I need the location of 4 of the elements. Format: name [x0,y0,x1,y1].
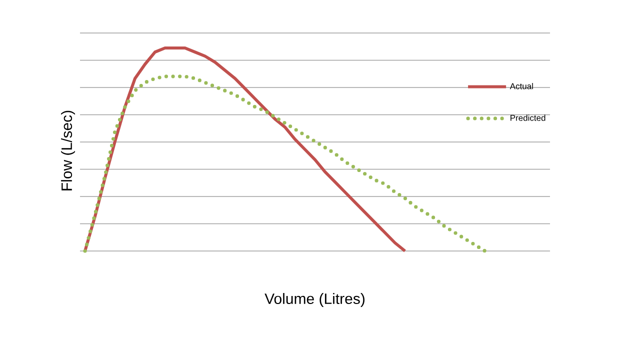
legend-label: Actual [510,82,533,90]
y-axis-title: Flow (L/sec) [61,110,76,190]
x-axis-title: Volume (Litres) [264,293,364,307]
legend-label: Predicted [510,114,546,121]
